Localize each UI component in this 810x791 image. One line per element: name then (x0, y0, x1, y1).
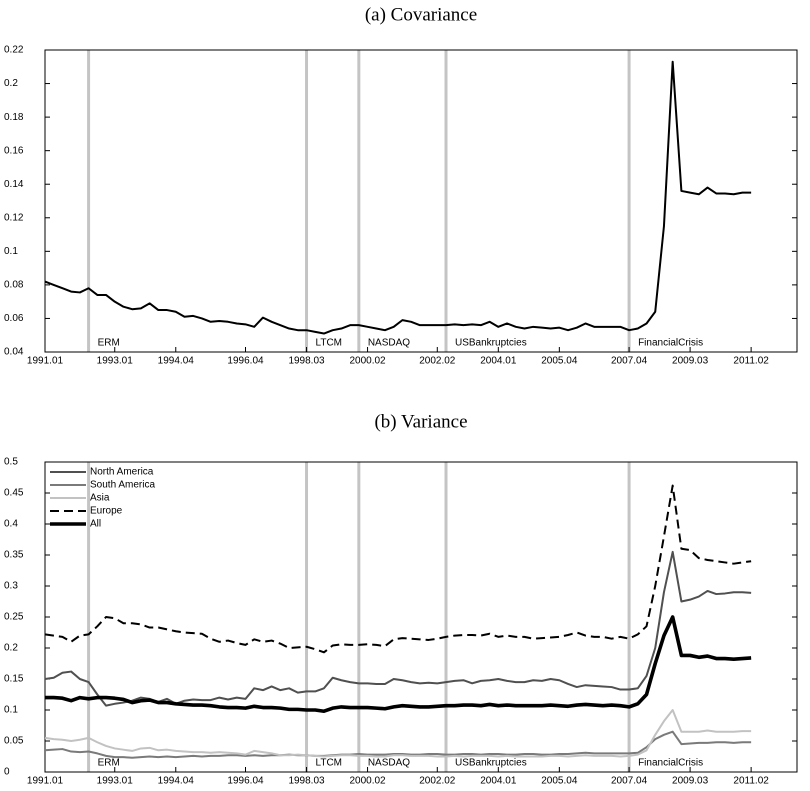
x-tick-label: 2000.02 (349, 776, 386, 787)
event-label: FinancialCrisis (638, 338, 703, 349)
series-line (44, 550, 752, 707)
y-tick-label: 0.04 (4, 347, 24, 358)
x-tick-label: 2000.02 (349, 356, 386, 367)
x-tick-label: 2005.04 (541, 356, 578, 367)
series-line (44, 60, 752, 335)
y-tick-label: 0.2 (4, 643, 18, 654)
y-tick-label: 0.15 (4, 674, 24, 685)
chart-title: (a) Covariance (365, 4, 477, 25)
series-line (44, 709, 752, 758)
x-tick-label: 2009.03 (672, 776, 709, 787)
y-tick-label: 0.14 (4, 179, 24, 190)
chart-title: (b) Variance (374, 411, 467, 432)
event-label: NASDAQ (368, 338, 410, 349)
x-tick-label: 1993.01 (97, 356, 134, 367)
plot-frame (44, 461, 798, 773)
y-tick-label: 0.35 (4, 550, 24, 561)
x-tick-label: 1996.04 (227, 776, 264, 787)
x-tick-label: 1994.04 (158, 776, 195, 787)
y-tick-label: 0 (4, 767, 10, 778)
x-tick-label: 2002.02 (419, 776, 456, 787)
x-tick-label: 1998.03 (288, 776, 325, 787)
x-tick-label: 1994.04 (158, 356, 195, 367)
y-tick-label: 0.08 (4, 280, 24, 291)
x-tick-label: 1998.03 (288, 356, 325, 367)
y-tick-label: 0.2 (4, 78, 18, 89)
event-label: USBankruptcies (455, 338, 527, 349)
series-line (44, 484, 752, 654)
x-tick-label: 1991.01 (27, 776, 64, 787)
x-tick-label: 1993.01 (97, 776, 134, 787)
event-label: ERM (98, 758, 120, 769)
legend-label: North America (90, 467, 154, 478)
y-tick-label: 0.1 (4, 705, 18, 716)
x-tick-label: 2004.01 (480, 776, 517, 787)
event-label: ERM (98, 338, 120, 349)
event-label: FinancialCrisis (638, 758, 703, 769)
y-tick-label: 0.5 (4, 457, 18, 468)
series-line (45, 615, 752, 714)
legend-label: All (90, 519, 101, 530)
y-tick-label: 0.3 (4, 581, 18, 592)
y-tick-label: 0.05 (4, 736, 24, 747)
y-tick-label: 0.25 (4, 612, 24, 623)
x-tick-label: 2011.02 (733, 356, 769, 367)
x-tick-label: 2004.01 (480, 356, 517, 367)
x-tick-label: 1991.01 (27, 356, 64, 367)
event-label: LTCM (316, 338, 342, 349)
y-tick-label: 0.16 (4, 145, 24, 156)
legend-label: Europe (90, 506, 123, 517)
event-label: USBankruptcies (455, 758, 527, 769)
x-tick-label: 2009.03 (672, 356, 709, 367)
x-tick-label: 2011.02 (733, 776, 769, 787)
event-label: NASDAQ (368, 758, 410, 769)
x-tick-label: 1996.04 (227, 356, 264, 367)
event-label: LTCM (316, 758, 342, 769)
y-tick-label: 0.4 (4, 519, 18, 530)
series-line (44, 730, 752, 759)
y-tick-label: 0.06 (4, 313, 24, 324)
y-tick-label: 0.22 (4, 45, 24, 56)
x-tick-label: 2005.04 (541, 776, 578, 787)
legend-label: South America (90, 480, 155, 491)
y-tick-label: 0.1 (4, 246, 18, 257)
y-tick-label: 0.18 (4, 112, 24, 123)
y-tick-label: 0.12 (4, 212, 24, 223)
plot-frame (44, 49, 798, 353)
y-tick-label: 0.45 (4, 488, 24, 499)
legend-label: Asia (90, 493, 110, 504)
x-tick-label: 2007.04 (611, 356, 648, 367)
x-tick-label: 2002.02 (419, 356, 456, 367)
x-tick-label: 2007.04 (611, 776, 648, 787)
